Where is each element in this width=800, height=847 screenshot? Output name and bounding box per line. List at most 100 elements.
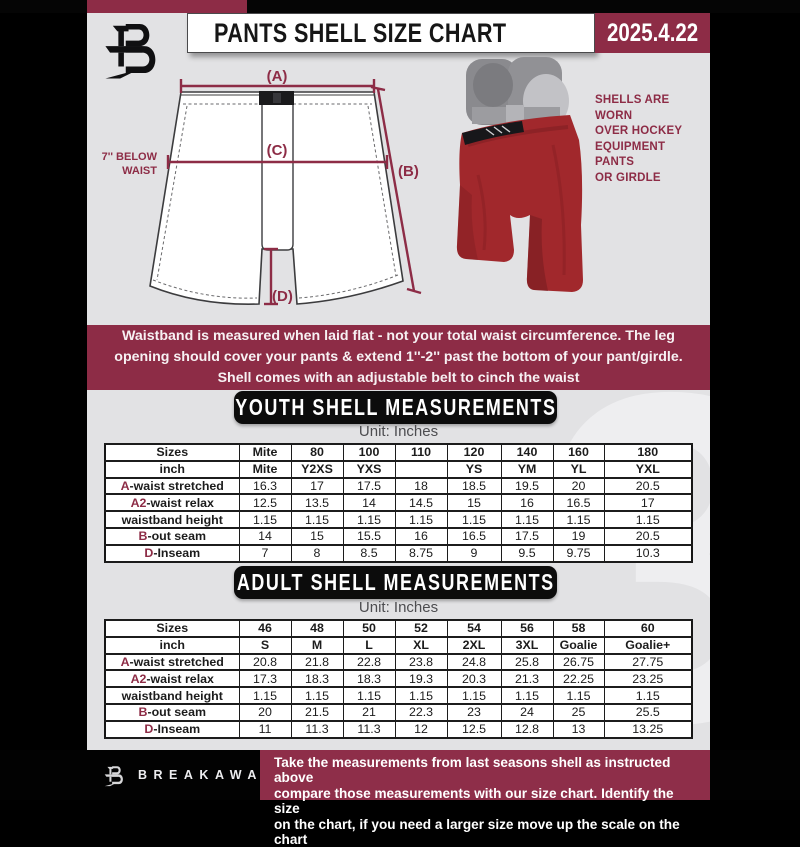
size-cell: 2XL <box>446 635 502 655</box>
waistband-notice-banner: Waistband is measured when laid flat - n… <box>87 325 710 390</box>
adult-size-table: Sizes 46 48 50 52 54 56 58 60 inch S M L XL 2XL 3XL Goal… <box>104 619 693 739</box>
row-label: A2-waist relax <box>104 669 240 689</box>
row-label: B-out seam <box>104 526 240 546</box>
page: { "header": { "title": "PANTS SHELL SIZE… <box>87 0 710 847</box>
document-sheet: 3 PANTS SHELL SIZE CHART 2025.4.22 <box>87 13 710 750</box>
table-row: D-Inseam 7 8 8.5 8.75 9 9.5 9.75 10.3 <box>104 543 693 563</box>
size-cell: 17 <box>603 493 693 513</box>
table-row: inch Mite Y2XS YXS YS YM YL YXL <box>104 459 693 479</box>
date-badge: 2025.4.22 <box>595 13 710 53</box>
size-cell: L <box>342 635 396 655</box>
brand-name: BREAKAWAY <box>138 768 277 782</box>
size-cell: 1.15 <box>446 686 502 705</box>
table-row: A-waist stretched 20.8 21.8 22.8 23.8 24.8 25.… <box>104 652 693 672</box>
size-cell: 17.5 <box>500 526 554 546</box>
youth-section-title: YOUTH SHELL MEASUREMENTS <box>234 394 557 420</box>
size-cell: 23.8 <box>394 652 448 672</box>
size-cell: 15.5 <box>342 526 396 546</box>
size-cell: 21.3 <box>500 669 554 689</box>
size-cell: 18 <box>394 476 448 496</box>
size-cell: Mite <box>238 459 292 479</box>
size-cell: 18.3 <box>342 669 396 689</box>
size-cell: M <box>290 635 344 655</box>
table-row: D-Inseam 11 11.3 11.3 12 12.5 12.8 13 13.25 <box>104 719 693 739</box>
size-cell: 27.75 <box>603 652 693 672</box>
breakaway-logo-small-icon <box>104 766 123 787</box>
size-cell: 1.15 <box>552 510 605 529</box>
size-cell: 21 <box>342 702 396 722</box>
size-cell: 19 <box>552 526 605 546</box>
shorts-measurement-diagram: (A) (C) (B) (D) <box>149 68 422 306</box>
size-cell: 20.5 <box>603 526 693 546</box>
footer-instructions: Take the measurements from last seasons … <box>260 750 710 847</box>
size-cell: 1.15 <box>446 510 502 529</box>
size-cell: 17.5 <box>342 476 396 496</box>
youth-unit-label: Unit: Inches <box>358 423 439 440</box>
size-cell: 1.15 <box>290 510 344 529</box>
size-cell: YXL <box>603 459 693 479</box>
row-label: Sizes <box>104 619 240 638</box>
size-cell: 25.8 <box>500 652 554 672</box>
size-cell: 56 <box>500 619 554 638</box>
adult-section-title: ADULT SHELL MEASUREMENTS <box>236 569 555 595</box>
size-cell: 1.15 <box>603 510 693 529</box>
table-row: Sizes 46 48 50 52 54 56 58 60 <box>104 619 693 638</box>
row-label: Sizes <box>104 443 240 462</box>
size-cell: 9.75 <box>552 543 605 563</box>
row-label: A2-waist relax <box>104 493 240 513</box>
size-cell: 16 <box>500 493 554 513</box>
youth-size-table: Sizes Mite 80 100 110 120 140 160 180 inch Mite Y2X… <box>104 443 693 563</box>
youth-section-banner: YOUTH SHELL MEASUREMENTS <box>234 391 557 424</box>
size-cell <box>394 459 448 479</box>
size-cell: 14.5 <box>394 493 448 513</box>
size-cell: Goalie <box>552 635 605 655</box>
measure-letter: A <box>120 478 130 493</box>
size-cell: XL <box>394 635 448 655</box>
size-cell: 110 <box>394 443 448 462</box>
measure-label-b: (B) <box>398 163 419 180</box>
table-row: B-out seam 20 21.5 21 22.3 23 24 25 25.5 <box>104 702 693 722</box>
row-label: inch <box>104 459 240 479</box>
row-label: waistband height <box>104 686 240 705</box>
row-label: B-out seam <box>104 702 240 722</box>
size-cell: 18.5 <box>446 476 502 496</box>
row-label: A-waist stretched <box>104 476 240 496</box>
size-cell: 20.5 <box>603 476 693 496</box>
size-cell: 46 <box>238 619 292 638</box>
table-row: waistband height 1.15 1.15 1.15 1.15 1.15 1.15… <box>104 686 693 705</box>
size-cell: 80 <box>290 443 344 462</box>
measure-letter: D <box>144 546 154 561</box>
shell-photo <box>456 57 583 292</box>
size-cell: 14 <box>342 493 396 513</box>
adult-unit-label: Unit: Inches <box>358 599 439 616</box>
row-label: waistband height <box>104 510 240 529</box>
size-cell: 12.5 <box>446 719 502 739</box>
size-cell: 25.5 <box>603 702 693 722</box>
size-cell: 54 <box>446 619 502 638</box>
size-cell: 11.3 <box>290 719 344 739</box>
size-cell: 1.15 <box>394 686 448 705</box>
size-cell: 17.3 <box>238 669 292 689</box>
size-cell: 60 <box>603 619 693 638</box>
size-cell: 1.15 <box>394 510 448 529</box>
size-cell: 52 <box>394 619 448 638</box>
size-cell: 8 <box>290 543 344 563</box>
size-cell: 9.5 <box>500 543 554 563</box>
size-cell: YM <box>500 459 554 479</box>
size-cell: 16.5 <box>552 493 605 513</box>
measure-letter: A <box>120 654 130 669</box>
table-row: inch S M L XL 2XL 3XL Goalie Goalie+ <box>104 635 693 655</box>
size-cell: 140 <box>500 443 554 462</box>
size-cell: 16.5 <box>446 526 502 546</box>
size-cell: YL <box>552 459 605 479</box>
size-cell: 1.15 <box>342 686 396 705</box>
size-cell: 48 <box>290 619 344 638</box>
size-cell: 8.75 <box>394 543 448 563</box>
table-row: A-waist stretched 16.3 17 17.5 18 18.5 19.5 20 2… <box>104 476 693 496</box>
size-cell: 21.8 <box>290 652 344 672</box>
size-cell: 3XL <box>500 635 554 655</box>
size-cell: 22.8 <box>342 652 396 672</box>
size-cell: 1.15 <box>290 686 344 705</box>
size-cell: 58 <box>552 619 605 638</box>
size-cell: 20 <box>238 702 292 722</box>
